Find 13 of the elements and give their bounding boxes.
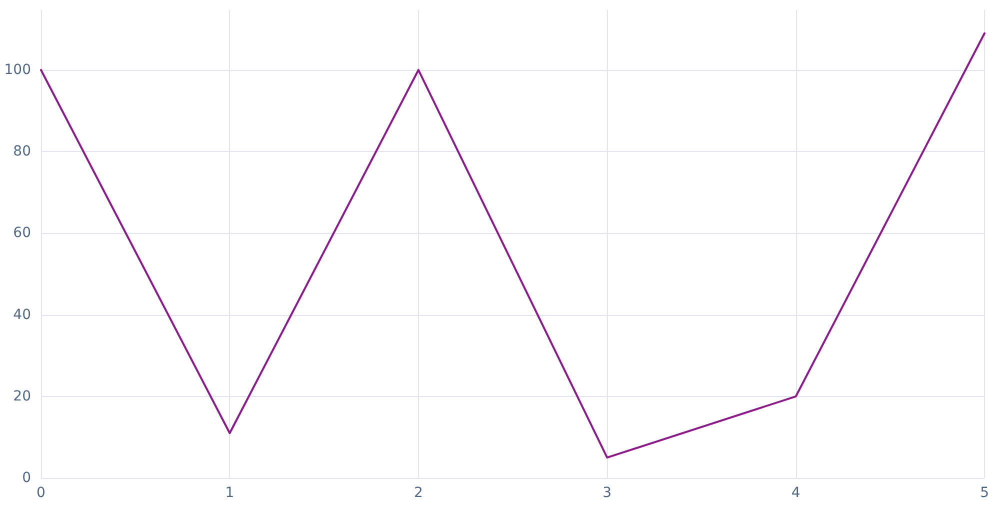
y-tick-label: 60 [13, 225, 31, 242]
x-tick-label: 2 [414, 485, 423, 501]
y-tick-label: 20 [13, 388, 31, 404]
x-tick-label: 5 [980, 485, 990, 501]
x-tick-label: 0 [36, 485, 46, 501]
x-tick-label: 4 [791, 485, 800, 501]
x-tick-label: 1 [225, 485, 234, 501]
line-series [40, 32, 986, 459]
y-tick-label: 40 [13, 306, 31, 323]
y-tick-label: 80 [13, 144, 31, 160]
y-tick-label: 100 [4, 62, 31, 78]
x-tick-label: 3 [602, 485, 612, 501]
y-tick-label: 0 [22, 470, 31, 486]
